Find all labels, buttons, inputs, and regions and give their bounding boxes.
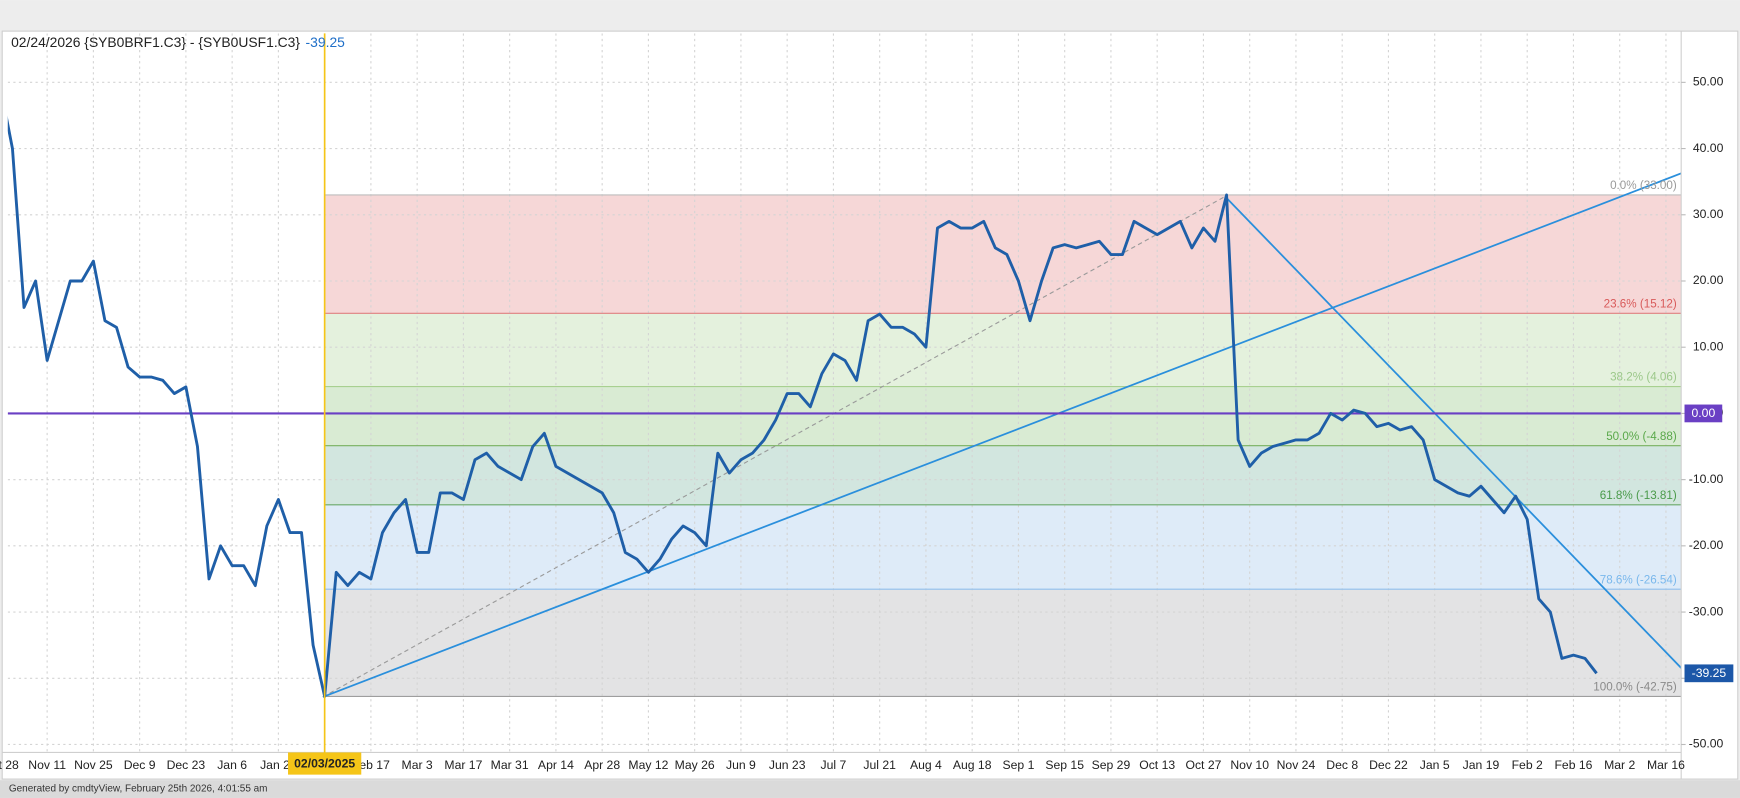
x-tick-label: May 12 xyxy=(628,758,668,772)
x-tick-label: Mar 2 xyxy=(1604,758,1635,772)
x-tick-label: Nov 11 xyxy=(28,758,66,772)
x-tick-label: Apr 14 xyxy=(538,758,574,772)
x-tick-label: Feb 17 xyxy=(352,758,390,772)
fib-label: 78.6% (-26.54) xyxy=(1600,573,1677,586)
x-tick-label: Oct 13 xyxy=(1139,758,1175,772)
x-tick-label: May 26 xyxy=(675,758,715,772)
fib-label: 0.0% (33.00) xyxy=(1610,179,1677,192)
plot-foreground: 0.0% (33.00) 23.6% (15.12) 38.2% (4.06) 50.… xyxy=(7,116,1682,698)
crosshair-label: 02/03/2025 xyxy=(294,756,355,770)
x-tick-label: Apr 28 xyxy=(584,758,620,772)
x-tick-label: Jan 20 xyxy=(260,758,297,772)
y-tick-label: 40.00 xyxy=(1693,141,1724,155)
hline-label: 0.00 xyxy=(1692,406,1716,420)
plot-background xyxy=(7,33,1682,753)
fib-zone xyxy=(324,386,1682,446)
x-tick-label: Jun 9 xyxy=(726,758,756,772)
axes: 50.00 40.00 30.00 20.00 10.00 0.00 -10.00 -20.0… xyxy=(0,33,1734,775)
fib-zone xyxy=(324,313,1682,387)
last-value-badge xyxy=(1684,664,1734,683)
y-tick-label: 20.00 xyxy=(1693,273,1724,287)
x-tick-label: Jul 21 xyxy=(863,758,896,772)
data-line xyxy=(7,116,1598,698)
x-tick-label: Nov 24 xyxy=(1277,758,1316,772)
chart-title: 02/24/2026 {SYB0BRF1.C3} - {SYB0USF1.C3} xyxy=(11,34,300,50)
x-tick-label: Sep 15 xyxy=(1045,758,1084,772)
fib-zone xyxy=(324,589,1682,697)
y-tick-label: -10.00 xyxy=(1689,472,1724,486)
fib-label: 61.8% (-13.81) xyxy=(1600,489,1677,502)
x-tick-label: Mar 31 xyxy=(491,758,529,772)
x-tick-label: Jul 7 xyxy=(821,758,847,772)
x-tick-label: Mar 3 xyxy=(402,758,433,772)
x-tick-label: Dec 23 xyxy=(167,758,206,772)
x-tick-label: Oct 27 xyxy=(1185,758,1221,772)
x-tick-label: Aug 4 xyxy=(910,758,942,772)
y-tick-label: -30.00 xyxy=(1689,604,1724,618)
y-tick-label: -20.00 xyxy=(1689,538,1724,552)
x-tick-label: Nov 25 xyxy=(74,758,113,772)
x-tick-label: Mar 16 xyxy=(1647,758,1685,772)
y-tick-label: 10.00 xyxy=(1693,339,1724,353)
x-tick-label: Jan 5 xyxy=(1420,758,1450,772)
crosshair-badge xyxy=(288,752,362,775)
x-tick-label: Feb 16 xyxy=(1554,758,1592,772)
x-tick-label: Sep 1 xyxy=(1003,758,1035,772)
x-tick-label: Sep 29 xyxy=(1092,758,1131,772)
x-tick-label: Oct 28 xyxy=(0,758,19,772)
footer-bar xyxy=(0,780,1740,798)
fib-zone xyxy=(324,504,1682,590)
drawings xyxy=(322,172,1682,698)
fib-zone xyxy=(324,445,1682,505)
x-tick-label: Feb 2 xyxy=(1512,758,1543,772)
x-tick-label: Jan 6 xyxy=(217,758,247,772)
fib-anchor-line xyxy=(322,195,1226,698)
x-tick-label: Aug 18 xyxy=(953,758,992,772)
x-tick-label: Jun 23 xyxy=(769,758,806,772)
hline-badge xyxy=(1684,404,1723,423)
x-tick-label: Dec 22 xyxy=(1369,758,1408,772)
fib-zone xyxy=(324,194,1682,314)
last-value-label: -39.25 xyxy=(1692,666,1727,680)
footer: Generated by cmdtyView, February 25th 20… xyxy=(9,784,268,795)
last-value: -39.25 xyxy=(306,34,346,50)
x-tick-label: Nov 10 xyxy=(1230,758,1269,772)
x-tick-label: Jan 19 xyxy=(1463,758,1500,772)
fib-label: 50.0% (-4.88) xyxy=(1606,430,1677,443)
x-tick-label: Dec 9 xyxy=(124,758,156,772)
y-tick-label: -50.00 xyxy=(1689,737,1724,751)
x-tick-label: Mar 17 xyxy=(444,758,482,772)
trend-line xyxy=(322,172,1682,698)
fib-label: 38.2% (4.06) xyxy=(1610,371,1677,384)
fib-label: 100.0% (-42.75) xyxy=(1593,681,1677,694)
trend-line xyxy=(1224,195,1682,670)
fib-label: 23.6% (15.12) xyxy=(1604,298,1677,311)
y-tick-label: 30.00 xyxy=(1693,207,1724,221)
x-tick-label: Dec 8 xyxy=(1326,758,1358,772)
y-tick-label: 50.00 xyxy=(1693,75,1724,89)
